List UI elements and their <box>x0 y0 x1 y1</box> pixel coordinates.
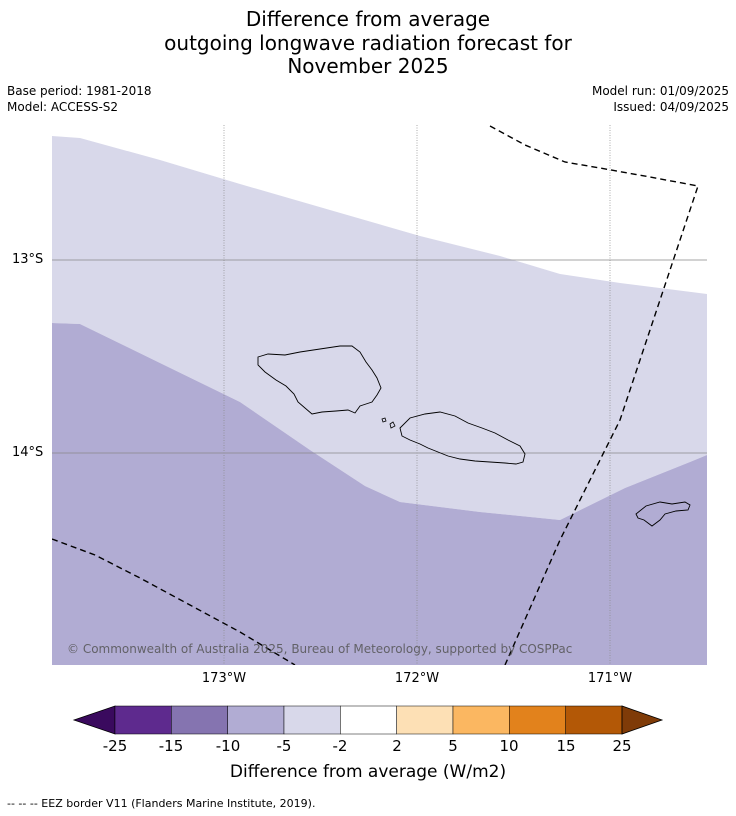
island-upolu <box>399 411 526 465</box>
eez-footnote: -- -- -- EEZ border V11 (Flanders Marine… <box>7 797 316 810</box>
eez-border-upper <box>489 125 699 665</box>
title-line-2: outgoing longwave radiation forecast for <box>164 30 572 55</box>
colorbar-tick: 25 <box>612 737 632 755</box>
colorbar-segment <box>452 705 510 735</box>
colorbar-segment <box>171 705 228 735</box>
region-light <box>52 136 707 520</box>
island-tutuila <box>635 501 691 527</box>
title-line-3: November 2025 <box>287 54 449 78</box>
colorbar-tick: 10 <box>499 737 519 755</box>
eez-border-lower <box>52 538 296 665</box>
lon-label-173: 173°W <box>201 671 247 686</box>
lon-label-171: 171°W <box>587 671 633 686</box>
lat-label-14: 14°S <box>12 445 44 460</box>
lon-label-172: 172°W <box>394 671 440 686</box>
base-period: Base period: 1981-2018 <box>7 84 152 98</box>
colorbar-segment <box>340 705 397 735</box>
island-savaii <box>257 345 382 415</box>
model-run: Model run: 01/09/2025 <box>591 84 729 98</box>
colorbar-tick: -25 <box>102 737 128 755</box>
copyright-notice: © Commonwealth of Australia 2025, Bureau… <box>67 642 573 656</box>
meta-right: Model run: 01/09/2025 Issued: 04/09/2025 <box>592 84 729 115</box>
chart-title: Difference from average outgoing longwav… <box>0 7 736 79</box>
island-manono <box>381 417 396 429</box>
title-line-1: Difference from average <box>245 7 491 31</box>
colorbar-segment <box>283 705 341 735</box>
meta-left: Base period: 1981-2018 Model: ACCESS-S2 <box>7 84 152 115</box>
colorbar-tick: -5 <box>276 737 292 755</box>
lat-label-13: 13°S <box>12 252 44 267</box>
colorbar-segment <box>565 705 623 735</box>
colorbar-segment <box>509 705 566 735</box>
colorbar-tick: 2 <box>392 737 402 755</box>
colorbar-tick: 5 <box>448 737 458 755</box>
colorbar-label: Difference from average (W/m2) <box>229 762 507 782</box>
colorbar-extend-high <box>621 705 664 735</box>
colorbar-tick: -15 <box>158 737 184 755</box>
issued-date: Issued: 04/09/2025 <box>613 99 729 114</box>
model-name: Model: ACCESS-S2 <box>7 99 119 114</box>
colorbar-tick: -10 <box>215 737 241 755</box>
colorbar-tick: 15 <box>556 737 576 755</box>
colorbar-tick: -2 <box>332 737 348 755</box>
colorbar-segment <box>227 705 285 735</box>
colorbar-segment <box>396 705 454 735</box>
colorbar-segment <box>114 705 172 735</box>
colorbar-extend-low <box>72 705 116 735</box>
